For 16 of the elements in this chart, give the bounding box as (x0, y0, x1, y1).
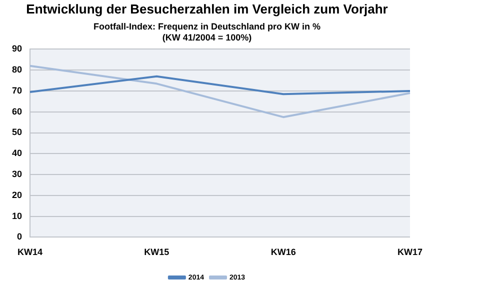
y-tick-label: 80 (12, 64, 22, 75)
chart-title: Entwicklung der Besucherzahlen im Vergleich zum Vorjahr (26, 1, 388, 16)
chart-subtitle: Footfall-Index: Frequenz in Deutschland pro KW in % (KW 41/2004 = 100%) (94, 21, 320, 42)
x-tick-label: KW15 (144, 247, 170, 258)
x-tick-label: KW17 (397, 247, 423, 258)
y-tick-label: 90 (12, 44, 22, 54)
x-tick-label: KW16 (270, 247, 296, 258)
y-tick-label: 20 (12, 190, 22, 200)
y-tick-label: 40 (12, 148, 22, 158)
y-tick-label: 10 (12, 210, 22, 221)
y-tick-label: 60 (12, 106, 22, 116)
y-tick-label: 30 (12, 169, 22, 180)
x-tick-label: KW14 (18, 247, 43, 258)
y-tick-label: 0 (16, 232, 22, 242)
y-tick-label: 50 (12, 127, 22, 138)
y-tick-label: 70 (12, 85, 22, 96)
